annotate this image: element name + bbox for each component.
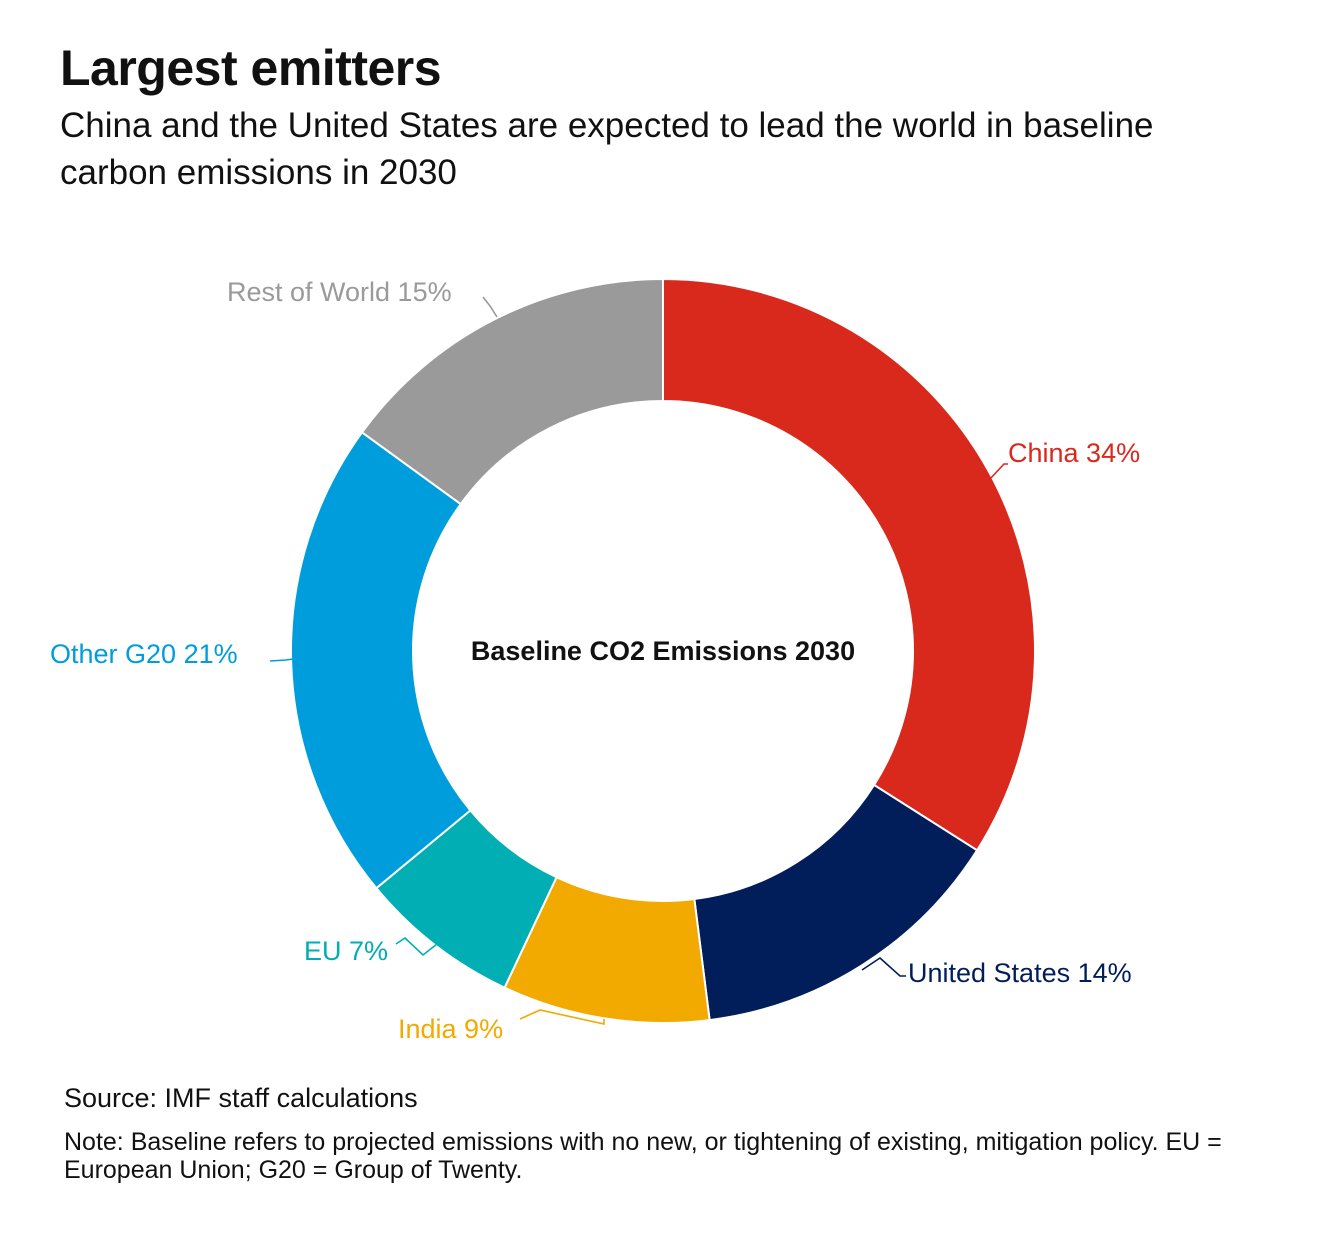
slice-label-eu: EU 7%: [304, 936, 388, 966]
donut-slice-other-g20: [290, 430, 472, 890]
slice-label-rest-of-world: Rest of World 15%: [227, 277, 452, 307]
donut-center-label: Baseline CO2 Emissions 2030: [471, 636, 855, 666]
slice-label-other-g20: Other G20 21%: [50, 639, 238, 669]
slice-label-united-states: United States 14%: [908, 958, 1132, 988]
donut-slice-china: [662, 277, 1036, 852]
leader-line-india: [519, 1009, 605, 1025]
slice-label-india: India 9%: [398, 1014, 503, 1044]
donut-slice-rest-of-world: [360, 277, 664, 506]
leader-line-china: [989, 463, 1008, 480]
leader-line-other-g20: [269, 658, 294, 662]
label-leader-lines: [269, 296, 1008, 1025]
chart-subtitle: China and the United States are expected…: [60, 106, 1154, 192]
leader-line-eu: [395, 936, 438, 957]
donut-slices: [290, 277, 1036, 1024]
slice-label-china: China 34%: [1008, 438, 1140, 468]
chart-title: Largest emitters: [60, 40, 442, 96]
leader-line-rest-of-world: [482, 296, 498, 318]
source-note: Source: IMF staff calculations: [64, 1083, 418, 1113]
slice-labels: China 34% United States 14% India 9% EU 7% O…: [50, 277, 1140, 1044]
footnote: Note: Baseline refers to projected emiss…: [64, 1128, 1222, 1184]
leader-line-united-states: [861, 956, 906, 977]
